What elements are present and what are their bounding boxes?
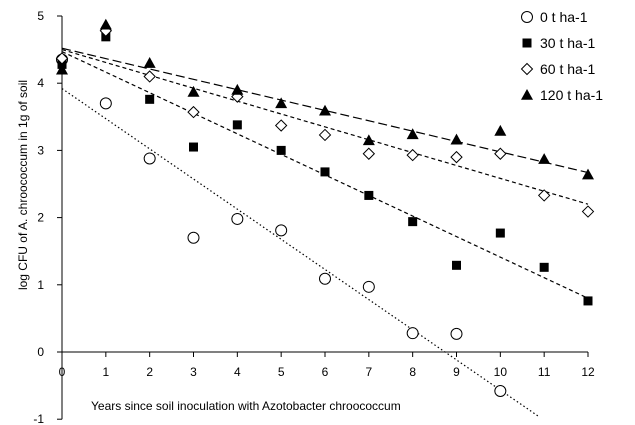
x-tick-label: 9 [453,365,460,379]
data-point [320,167,330,177]
data-point [495,228,505,238]
x-tick-label: 1 [102,365,109,379]
legend-label: 0 t ha-1 [540,9,588,25]
x-tick-label: 3 [190,365,197,379]
legend: 0 t ha-1 30 t ha-1 60 t ha-1 120 t ha-1 [520,9,603,103]
data-point [362,280,375,293]
data-point [189,142,198,152]
data-point [99,97,112,110]
data-point [450,133,463,145]
data-point [494,147,507,160]
x-tick-label: 7 [365,365,372,379]
legend-marker [521,89,533,100]
legend-label: 120 t ha-1 [540,87,603,103]
trendline [61,49,589,205]
data-point [231,212,244,225]
legend-marker [520,62,534,76]
x-tick-label: 0 [59,365,66,379]
trendlines [61,47,589,418]
x-tick-label: 6 [322,365,329,379]
y-tick-label: -1 [33,412,44,425]
data-point [537,189,551,202]
data-point [364,190,374,200]
data-point [143,57,156,68]
data-point [494,124,507,136]
data-point [187,105,200,119]
y-tick-label: 0 [37,345,44,359]
trendline [61,88,541,418]
x-axis-label: Years since soil inoculation with Azotob… [91,399,401,413]
y-tick-label: 1 [37,278,44,292]
data-point [274,119,288,132]
data-point [408,217,418,227]
data-point [450,150,463,164]
data-point [494,384,507,397]
x-tick-label: 4 [234,365,241,379]
markers [55,18,595,397]
data-point [406,327,419,340]
data-point [362,147,376,160]
data-point [318,128,332,142]
x-tick-label: 11 [538,365,551,379]
x-tick-label: 8 [409,365,416,379]
data-point [583,296,593,306]
data-point [319,104,331,116]
data-point [581,205,595,218]
x-tick-label: 5 [278,365,285,379]
y-axis-label: log CFU of A. chroococcum in 1g of soil [16,80,30,290]
y-tick-label: 4 [37,76,44,90]
data-point [99,18,112,30]
legend-marker [521,11,533,23]
data-point [275,224,288,237]
data-point [143,70,156,83]
data-point [362,134,375,146]
data-point [582,168,594,180]
legend-label: 30 t ha-1 [540,35,595,51]
y-tick-label: 3 [37,143,44,157]
data-point [276,145,286,155]
x-tick-label: 2 [146,365,153,379]
data-point [231,83,244,95]
legend-label: 60 t ha-1 [540,61,595,77]
data-point [406,148,419,162]
data-point [538,153,551,164]
legend-marker [522,38,532,48]
data-point [319,272,331,285]
data-point [539,262,549,272]
data-point [406,128,419,140]
x-tick-label: 10 [494,365,508,379]
data-point [143,152,156,165]
data-point [450,327,463,340]
y-tick-label: 5 [37,9,44,23]
x-tick-label: 12 [581,365,595,379]
data-point [187,231,200,244]
data-point [187,85,200,97]
data-point [275,97,288,109]
data-point [232,120,242,130]
data-point [56,63,68,75]
y-tick-label: 2 [37,211,44,225]
data-point [145,94,155,104]
data-point [452,260,461,270]
